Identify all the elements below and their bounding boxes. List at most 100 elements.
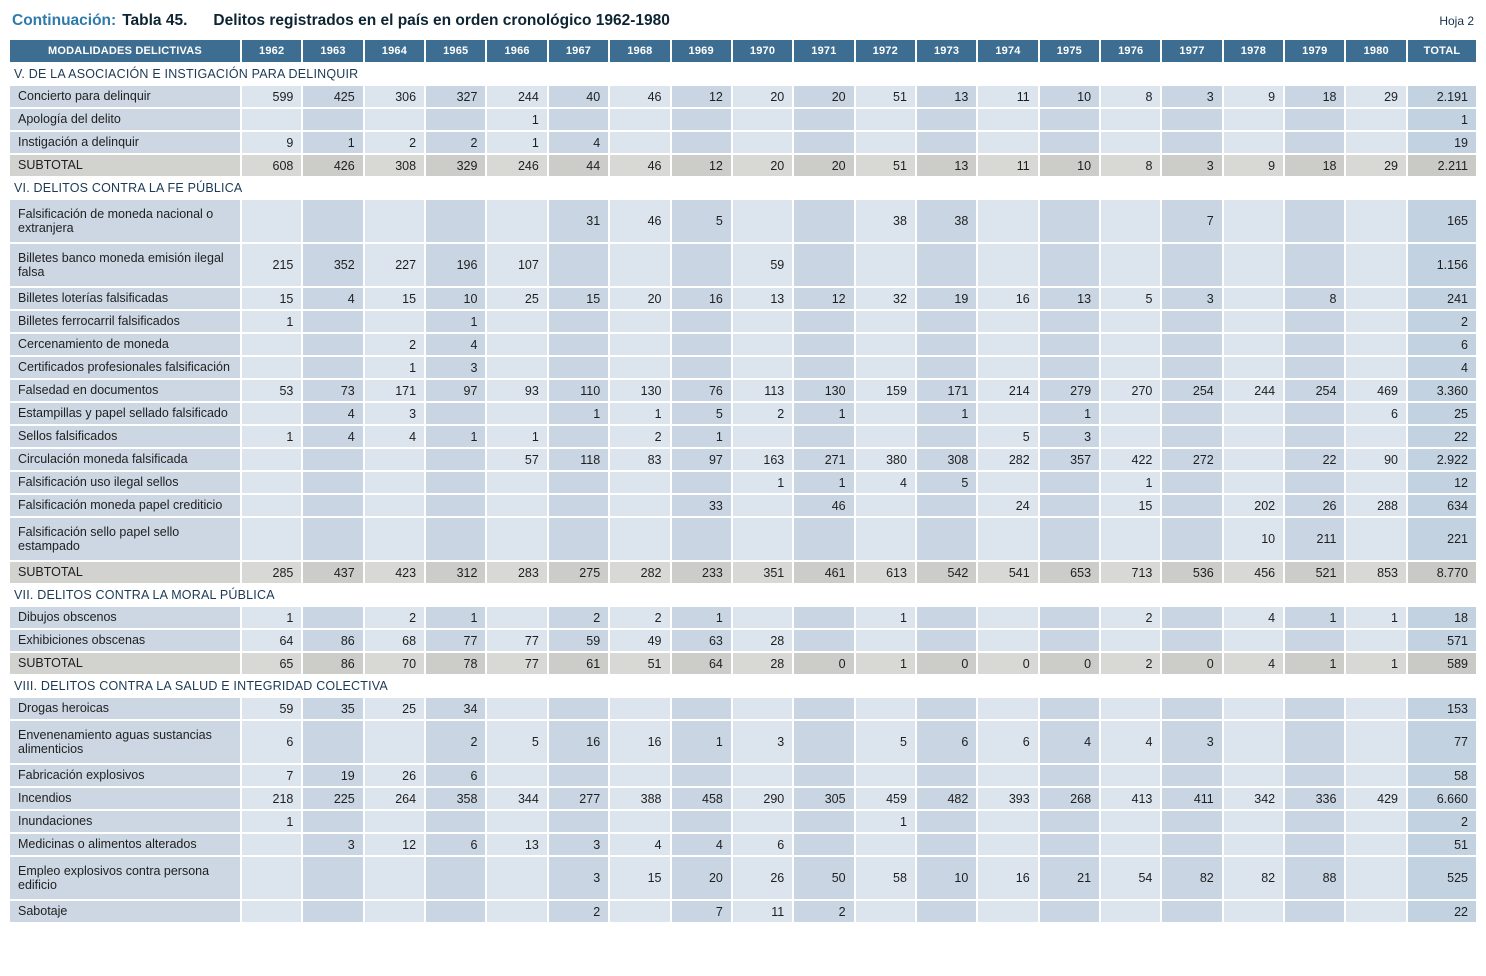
value-cell [1162,244,1224,288]
value-cell: 218 [242,788,304,811]
value-cell [610,901,672,924]
value-cell [671,811,733,834]
value-cell: 59 [732,244,795,288]
value-cell [364,109,427,132]
value-cell [671,132,733,155]
value-cell [303,200,365,244]
value-cell [916,834,979,857]
row-label-cell: Drogas heroicas [10,698,242,721]
value-cell [242,334,304,357]
value-cell: 110 [548,380,611,403]
value-cell: 113 [732,380,795,403]
value-cell: 5 [1101,288,1163,311]
value-cell: 202 [1223,495,1286,518]
year-column-header: 1980 [1346,40,1408,64]
value-cell [1162,834,1224,857]
value-cell: 2 [364,607,427,630]
value-cell [364,857,427,901]
value-cell [855,765,917,788]
value-cell [303,518,365,562]
value-cell [1039,357,1102,380]
value-cell [1285,403,1347,426]
value-cell: 10 [1223,518,1286,562]
value-cell: 2 [548,607,611,630]
value-cell [1039,765,1102,788]
value-cell: 1 [855,607,917,630]
value-cell: 215 [242,244,304,288]
value-cell [303,721,365,765]
value-cell [1039,630,1102,653]
value-cell [916,518,979,562]
value-cell [978,765,1040,788]
value-cell: 3 [1162,155,1224,178]
value-cell [1223,109,1286,132]
value-cell [1162,765,1224,788]
total-cell: 22 [1408,426,1478,449]
table-row: Certificados profesionales falsificación… [10,357,1478,380]
total-cell: 525 [1408,857,1478,901]
value-cell: 422 [1101,449,1163,472]
value-cell: 282 [978,449,1040,472]
value-cell [1285,311,1347,334]
value-cell [364,495,427,518]
value-cell [978,244,1040,288]
value-cell [1285,811,1347,834]
value-cell: 308 [916,449,979,472]
value-cell [242,834,304,857]
total-cell: 2.211 [1408,155,1478,178]
value-cell: 8 [1101,155,1163,178]
value-cell [794,765,856,788]
value-cell: 425 [303,86,365,109]
value-cell [610,518,672,562]
value-cell: 1 [794,472,856,495]
table-row: Cercenamiento de moneda 2 4 6 [10,334,1478,357]
value-cell [794,518,856,562]
value-cell [916,357,979,380]
value-cell [548,518,611,562]
value-cell [1101,109,1163,132]
value-cell: 461 [794,562,856,585]
value-cell [303,607,365,630]
value-cell [794,334,856,357]
value-cell [1039,607,1102,630]
value-cell [1039,200,1102,244]
value-cell [1039,244,1102,288]
value-cell [916,698,979,721]
value-cell: 7 [1162,200,1224,244]
value-cell: 542 [916,562,979,585]
value-cell: 1 [1101,472,1163,495]
value-cell: 20 [794,86,856,109]
total-cell: 221 [1408,518,1478,562]
value-cell: 5 [978,426,1040,449]
value-cell: 61 [548,653,611,676]
value-cell [1039,311,1102,334]
value-cell [855,357,917,380]
value-cell: 270 [1101,380,1163,403]
value-cell [242,109,304,132]
value-cell [732,698,795,721]
value-cell [1039,698,1102,721]
year-column-header: 1964 [364,40,427,64]
value-cell [671,244,733,288]
value-cell [1101,200,1163,244]
value-cell: 83 [610,449,672,472]
value-cell: 11 [978,155,1040,178]
value-cell [1101,334,1163,357]
value-cell: 3 [1162,86,1224,109]
value-cell [548,357,611,380]
value-cell [1346,288,1408,311]
value-cell [1346,765,1408,788]
value-cell: 20 [732,155,795,178]
value-cell [1101,311,1163,334]
value-cell: 16 [978,288,1040,311]
value-cell [487,334,549,357]
value-cell [794,311,856,334]
value-cell [1039,518,1102,562]
value-cell: 1 [242,811,304,834]
value-cell [487,311,549,334]
value-cell: 411 [1162,788,1224,811]
value-cell: 15 [548,288,611,311]
total-cell: 2 [1408,311,1478,334]
value-cell [487,200,549,244]
value-cell: 1 [364,357,427,380]
